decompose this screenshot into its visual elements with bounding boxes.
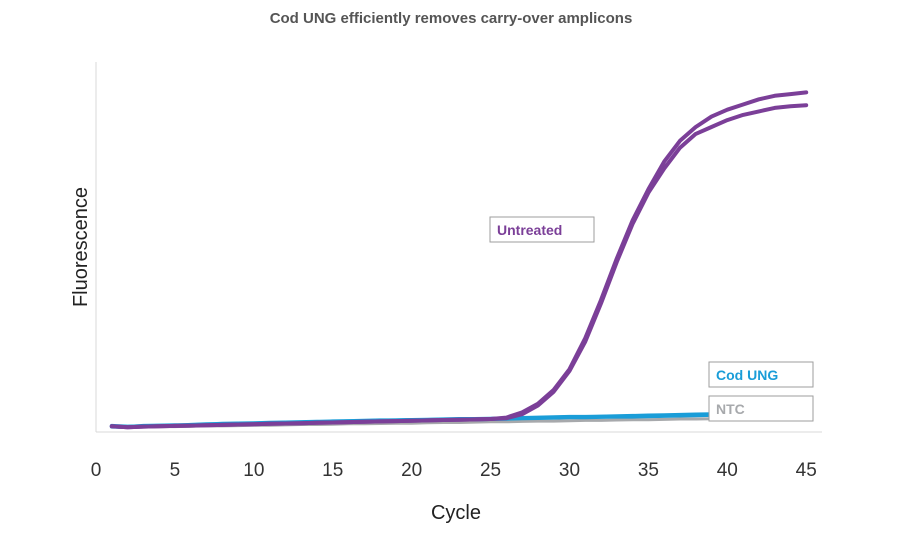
- annotation-box: [708, 361, 814, 388]
- x-tick-labels: 0 5 10 15 20 25 30 35 40 45: [91, 460, 817, 481]
- annotation-untreated: Untreated: [489, 216, 595, 243]
- series-line-untreated-0: [109, 90, 809, 430]
- x-tick-label: 45: [796, 460, 817, 481]
- x-tick-label: 40: [717, 460, 738, 481]
- annotations: Untreated Cod UNG NTC: [489, 216, 814, 422]
- x-tick-label: 30: [559, 460, 580, 481]
- x-axis-label: Cycle: [431, 502, 481, 524]
- annotation-label: NTC: [716, 401, 745, 417]
- x-tick-label: 15: [322, 460, 343, 481]
- chart-title: Cod UNG efficiently removes carry-over a…: [269, 10, 633, 27]
- x-tick-label: 25: [480, 460, 501, 481]
- x-tick-label: 20: [401, 460, 422, 481]
- x-tick-label: 10: [243, 460, 264, 481]
- annotation-box: [708, 395, 814, 422]
- y-axis-label: Fluorescence: [70, 187, 92, 307]
- annotation-label: Cod UNG: [716, 367, 778, 383]
- annotation-label: Untreated: [497, 222, 562, 238]
- series-line-untreated-1: [109, 103, 809, 430]
- x-tick-label: 0: [91, 460, 102, 481]
- x-tick-label: 5: [170, 460, 181, 481]
- annotation-box: [489, 216, 595, 243]
- annotation-ntc: NTC: [708, 395, 814, 422]
- x-tick-label: 35: [638, 460, 659, 481]
- series-lines: [109, 90, 809, 430]
- annotation-cod-ung: Cod UNG: [708, 361, 814, 388]
